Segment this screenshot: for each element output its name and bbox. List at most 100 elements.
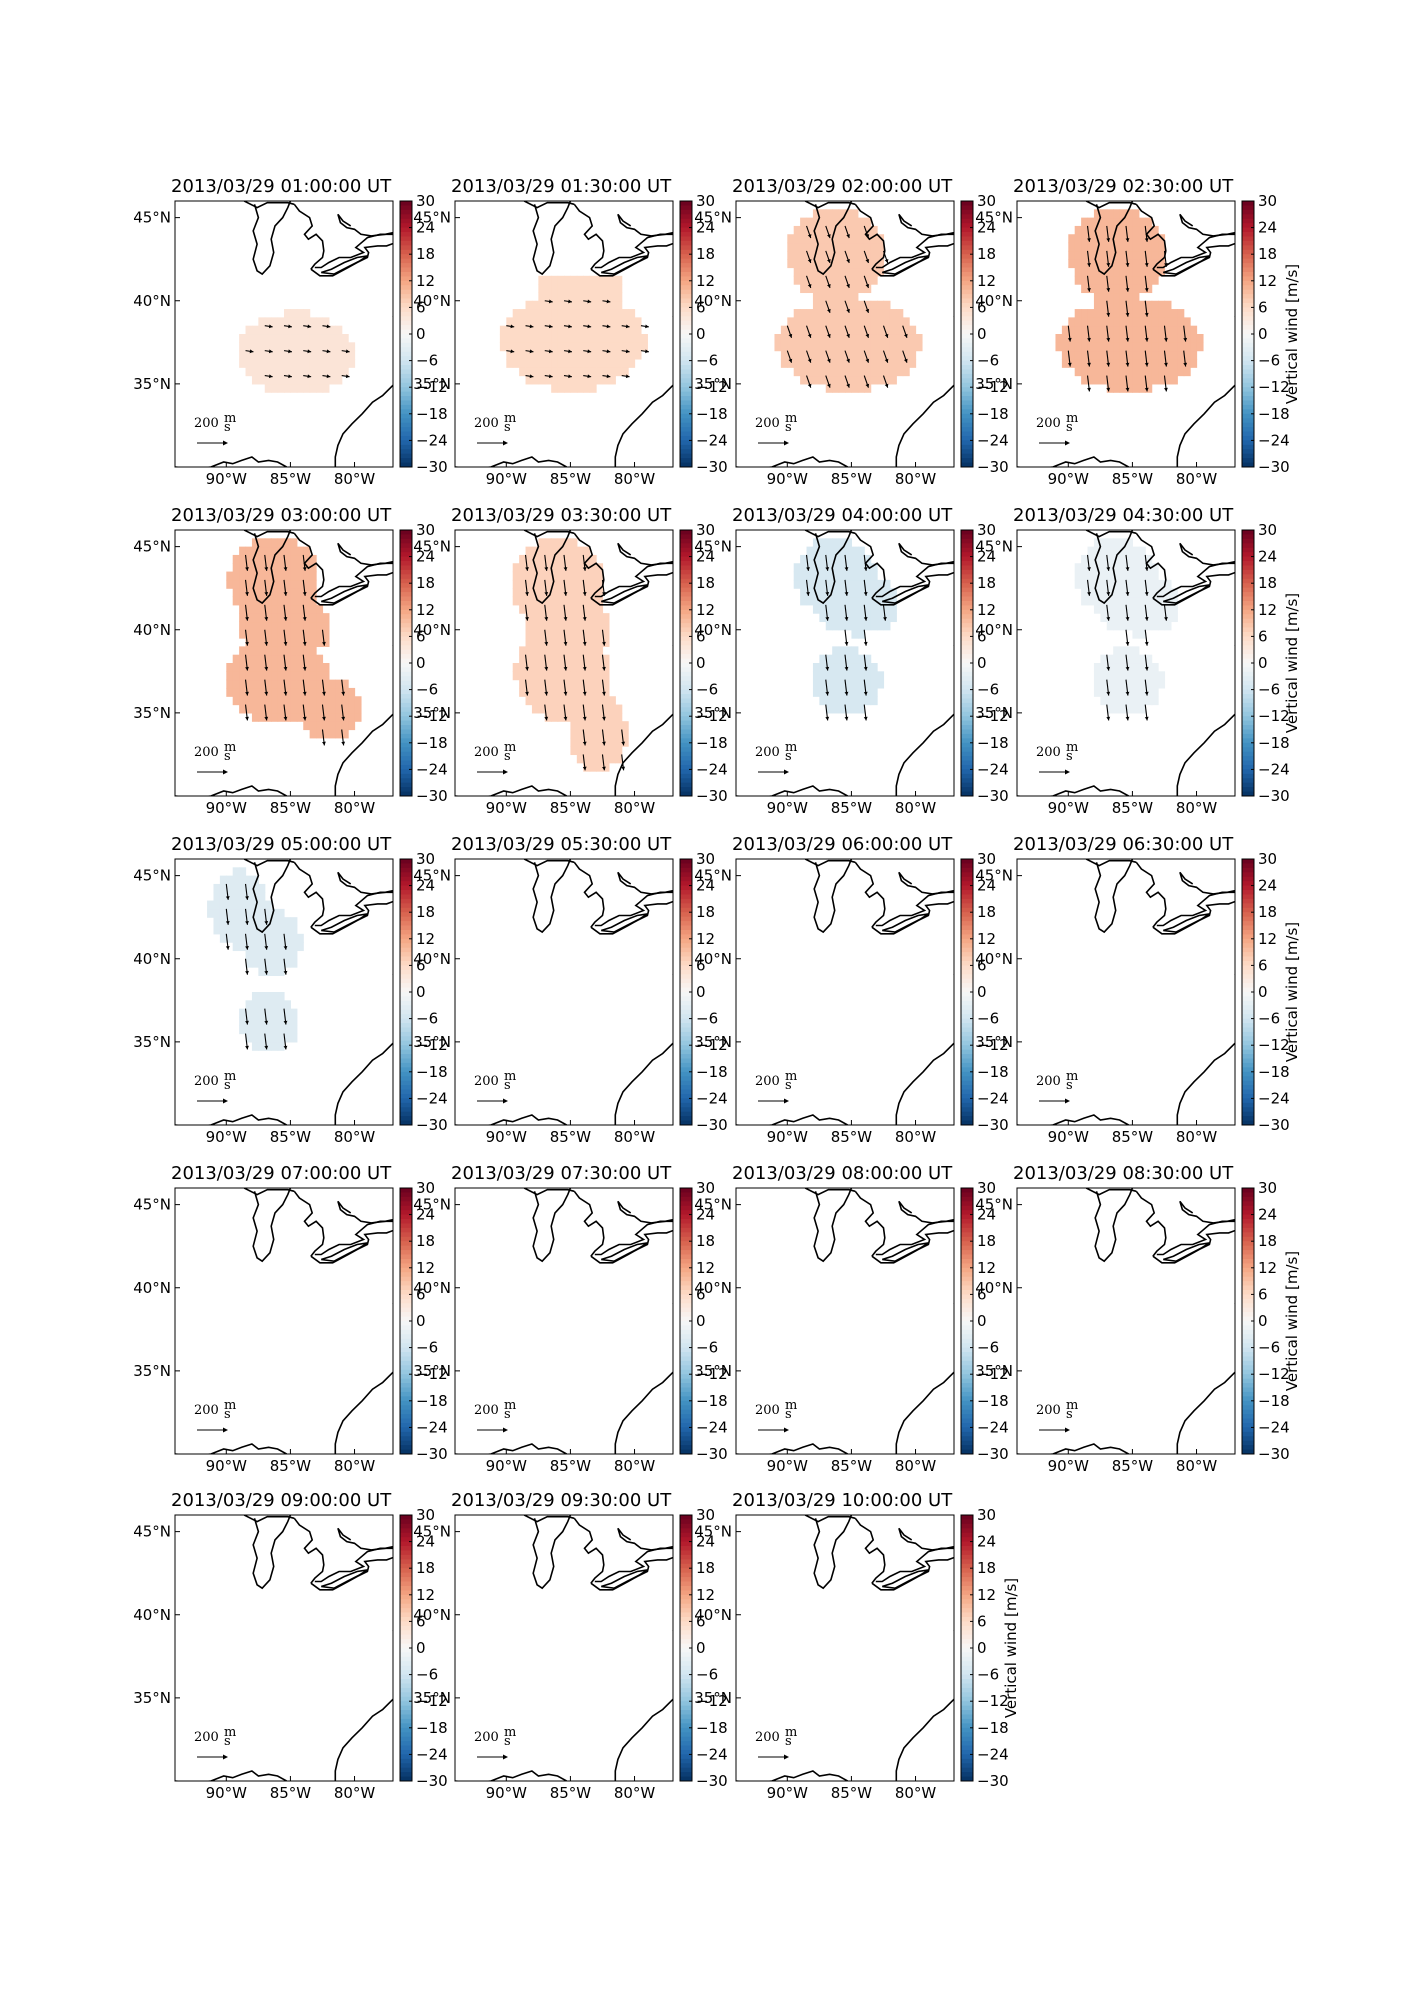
colorbar-segment [961, 1338, 973, 1344]
field-cell [870, 234, 878, 244]
field-cell [1126, 259, 1134, 269]
y-tick-label: 35°N [694, 1362, 732, 1380]
wind-arrow-head [1106, 312, 1111, 317]
colorbar-segment [400, 1422, 412, 1428]
colorbar-segment [961, 404, 973, 410]
field-cell [245, 604, 253, 614]
colorbar-segment [961, 294, 973, 300]
field-cell [812, 358, 820, 368]
field-cell [1100, 679, 1108, 689]
colorbar-segment [680, 1054, 692, 1059]
colorbar-segment [400, 418, 412, 424]
colorbar-segment [400, 1665, 412, 1671]
field-cell [825, 383, 833, 393]
field-cell [832, 325, 840, 335]
colorbar-segment [400, 440, 412, 446]
colorbar-segment [680, 609, 692, 615]
field-cell [531, 663, 539, 672]
field-cell [1093, 375, 1101, 385]
colorbar-segment [961, 1427, 973, 1433]
field-cell [870, 663, 878, 672]
field-cell [239, 654, 247, 664]
field-cell [589, 300, 597, 310]
field-cell [615, 350, 623, 360]
colorbar-tick-label: 18 [416, 1559, 435, 1577]
field-cell [239, 875, 247, 885]
field-cell [1132, 554, 1140, 564]
colorbar-segment [680, 427, 692, 433]
field-cell [258, 629, 266, 639]
colorbar-segment [961, 1776, 973, 1782]
field-cell [564, 342, 572, 352]
colorbar-segment [961, 1374, 973, 1380]
panel-frame [174, 200, 394, 468]
field-cell [832, 596, 840, 606]
field-cell [857, 671, 865, 681]
panel-frame [1016, 858, 1236, 1126]
x-tick-label: 85°W [831, 1784, 873, 1802]
field-cell [557, 638, 565, 647]
colorbar-segment [680, 1519, 692, 1525]
field-cell [832, 225, 840, 235]
colorbar-segment [680, 307, 692, 313]
wind-arrow-head [883, 616, 887, 621]
field-cell [1087, 242, 1095, 252]
colorbar-segment [680, 1188, 692, 1193]
field-cell [1106, 579, 1114, 589]
field-cell [348, 721, 356, 731]
wind-arrow-head [1106, 691, 1111, 696]
colorbar-tick-label: 24 [696, 219, 715, 237]
field-cell [812, 546, 820, 556]
wind-arrow-head [510, 324, 515, 329]
colorbar-segment [400, 1049, 412, 1055]
field-cell [264, 613, 272, 623]
field-cell [303, 663, 311, 672]
field-cell [1196, 342, 1204, 352]
field-cell [239, 1025, 247, 1035]
field-cell [264, 604, 272, 614]
wind-arrow-head [1125, 641, 1130, 646]
field-cell [213, 900, 221, 910]
x-tick-label: 85°W [550, 799, 592, 817]
colorbar-segment [400, 302, 412, 308]
colorbar-segment [680, 1427, 692, 1433]
field-cell [303, 571, 311, 581]
field-cell [870, 350, 878, 360]
field-cell [589, 579, 597, 589]
colorbar-segment [680, 1546, 692, 1551]
field-cell [883, 334, 891, 343]
field-cell [589, 309, 597, 318]
colorbar-segment [400, 1400, 412, 1406]
field-cell [1177, 325, 1185, 335]
colorbar-segment [1242, 422, 1254, 428]
colorbar-segment [400, 444, 412, 450]
field-cell [239, 1008, 247, 1018]
colorbar-segment [680, 1219, 692, 1224]
field-cell [812, 663, 820, 672]
colorbar-segment [680, 658, 692, 664]
colorbar-segment [400, 1391, 412, 1397]
coastline [1152, 233, 1235, 277]
colorbar-segment [1242, 778, 1254, 784]
field-cell [896, 367, 904, 377]
wind-arrow-head [283, 970, 288, 975]
field-cell [800, 334, 808, 343]
field-cell [838, 209, 846, 219]
colorbar-segment [400, 782, 412, 788]
field-cell [1093, 292, 1101, 302]
coastline [243, 859, 295, 867]
field-cell [531, 638, 539, 647]
field-cell [793, 367, 801, 377]
colorbar-segment [1242, 1009, 1254, 1015]
field-cell [870, 696, 878, 706]
field-cell [1100, 350, 1108, 360]
field-cell [264, 563, 272, 573]
colorbar-segment [1242, 863, 1254, 869]
field-cell [806, 358, 814, 368]
field-cell [551, 604, 559, 614]
field-cell [544, 671, 552, 681]
colorbar-segment [400, 912, 412, 918]
wind-arrow-head [283, 641, 288, 646]
field-cell [877, 679, 885, 689]
